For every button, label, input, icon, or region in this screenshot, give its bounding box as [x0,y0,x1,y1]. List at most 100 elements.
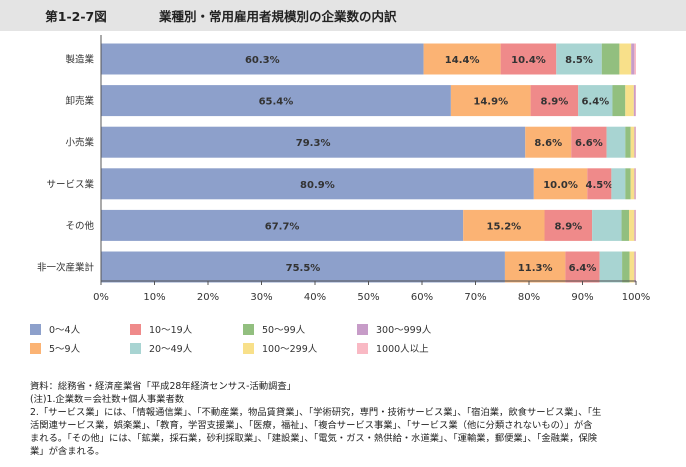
legend-label: 0～4人 [49,325,81,336]
bar-segment [622,251,630,283]
category-label: サービス業 [46,178,94,190]
legend-swatch [130,342,141,354]
bar-segment [634,209,636,241]
legend-swatch [357,342,368,354]
bar-segment [634,126,636,158]
category-label: 非一次産業計 [37,262,95,274]
source-notes: 資料：総務省・経済産業省「平成28年経済センサス-活動調査」 (注)1.企業数＝会… [30,380,680,459]
bar-segment [634,43,636,75]
data-label: 65.4% [259,97,294,108]
bar-segment [625,85,634,117]
legend-label: 50～99人 [262,325,306,336]
note-line: まれる。「その他」には、「鉱業，採石業，砂利採取業」、「建設業」、「電気・ガス・… [30,433,598,445]
legend-item: 1000人以上 [357,342,429,355]
bar-segment [544,209,593,241]
bar-segment [629,209,635,241]
note-line: 業」が含まれる。 [30,446,105,458]
legend-label: 20～49人 [149,344,193,355]
category-label: その他 [65,220,94,232]
data-label: 14.4% [445,55,480,66]
data-label: 8.9% [554,221,582,232]
bar-segment [565,251,600,283]
data-label: 75.5% [286,263,321,274]
bar-segment [587,168,612,200]
bar-segment [530,85,579,117]
bar-segment [578,85,613,117]
bar-segment [599,251,623,283]
legend-swatch [30,342,41,354]
legend-label: 300～999人 [376,325,432,336]
figure-number: 第1-2-7図 [45,9,107,24]
note-line: 活関連サービス業，娯楽業」、「教育，学習支援業」、「医療，福祉」、「複合サービス… [30,420,593,432]
data-label: 8.6% [534,138,562,149]
bar-segment [611,168,626,200]
bar-segment [101,168,534,200]
bar-segment [556,43,602,75]
category-label: 卸売業 [65,95,94,107]
bar-segment [630,168,635,200]
bar-segment [619,43,632,75]
bar-segment [634,251,636,283]
header-bar: 第1-2-7図 業種別・常用雇用者規模別の企業数の内訳 [0,0,686,31]
note-line: (注)1.企業数＝会社数+個人事業者数 [30,394,185,406]
bar-segment [101,251,505,283]
bar-segment [629,251,635,283]
x-tick-label: 30% [250,292,272,303]
data-label: 8.5% [565,55,593,66]
data-label: 4.5% [585,180,613,191]
data-label: 79.3% [296,138,331,149]
data-label: 80.9% [300,180,335,191]
bar-segment [592,209,622,241]
figure-title: 業種別・常用雇用者規模別の企業数の内訳 [159,9,397,24]
x-tick-label: 20% [197,292,219,303]
legend-label: 100～299人 [262,344,318,355]
data-label: 10.0% [543,180,578,191]
bar-segment [525,126,572,158]
x-tick-label: 70% [464,292,486,303]
bar-segment [635,126,636,158]
x-tick-label: 60% [411,292,433,303]
bar-segment [533,168,588,200]
bar-segment [630,126,635,158]
bar-segment [635,251,636,283]
bar-segment [423,43,501,75]
legend-item: 100～299人 [243,342,318,355]
data-label: 6.6% [575,138,603,149]
bar-segment [634,168,636,200]
bar-segment [101,43,424,75]
data-label: 60.3% [245,55,280,66]
bar-segment [606,126,626,158]
data-label: 8.9% [541,97,569,108]
legend-swatch [357,323,368,335]
bar-segment [450,85,531,117]
legend-label: 1000人以上 [376,344,429,355]
note-line: 資料：総務省・経済産業省「平成28年経済センサス-活動調査」 [30,381,297,392]
legend-swatch [30,323,41,335]
stacked-bar-chart: 製造業 60.3% 14.4% 10.4% 8.5% 卸売業 65.4% 14.9% 8.9% 6… [37,35,651,303]
x-tick-label: 100% [622,292,651,303]
data-label: 14.9% [473,97,508,108]
legend-swatch [243,323,254,335]
legend-item: 20～49人 [130,342,193,355]
legend-item: 300～999人 [357,323,432,336]
legend-item: 0～4人 [30,323,81,336]
x-tick-label: 10% [143,292,165,303]
bar-segment [612,85,626,117]
legend-swatch [243,342,254,354]
note-line: 2.「サービス業」には、「情報通信業」、「不動産業，物品賃貸業」、「学術研究，専… [30,407,602,419]
legend-swatch [130,323,141,335]
x-tick-label: 50% [357,292,379,303]
bar-segment [101,209,464,241]
bar-segment [621,209,630,241]
bar-segment [631,43,635,75]
legend-item: 50～99人 [243,323,306,336]
category-label: 製造業 [65,54,94,66]
category-label: 小売業 [65,137,94,149]
x-tick-label: 90% [571,292,593,303]
data-label: 15.2% [487,221,522,232]
data-label: 67.7% [265,221,300,232]
x-tick-label: 0% [93,292,109,303]
bar-segment [500,43,557,75]
data-label: 11.3% [518,263,553,274]
bar-segment [635,85,636,117]
